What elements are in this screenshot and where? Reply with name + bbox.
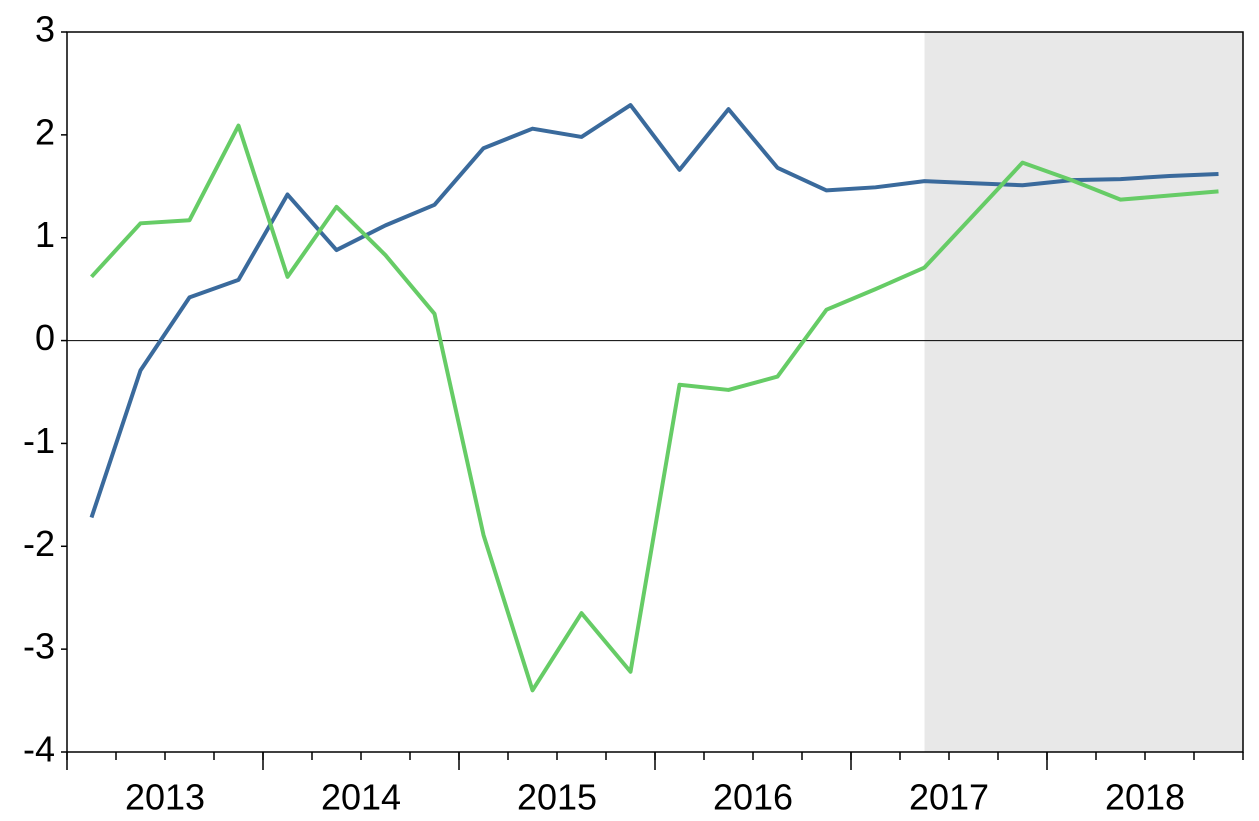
y-tick-label: -3	[23, 626, 55, 667]
x-tick-label: 2013	[125, 777, 205, 818]
x-tick-label: 2015	[517, 777, 597, 818]
x-tick-label: 2016	[713, 777, 793, 818]
y-tick-label: -4	[23, 729, 55, 770]
x-tick-label: 2017	[909, 777, 989, 818]
shaded-region	[924, 32, 1243, 752]
series-line	[89, 103, 1219, 519]
series-line	[90, 123, 1219, 693]
y-tick-label: -1	[23, 420, 55, 461]
y-tick-label: 3	[35, 9, 55, 50]
x-tick-label: 2014	[321, 777, 401, 818]
y-tick-label: 2	[35, 111, 55, 152]
y-tick-label: 0	[35, 317, 55, 358]
y-tick-label: 1	[35, 214, 55, 255]
y-tick-label: -2	[23, 523, 55, 564]
x-tick-label: 2018	[1105, 777, 1185, 818]
